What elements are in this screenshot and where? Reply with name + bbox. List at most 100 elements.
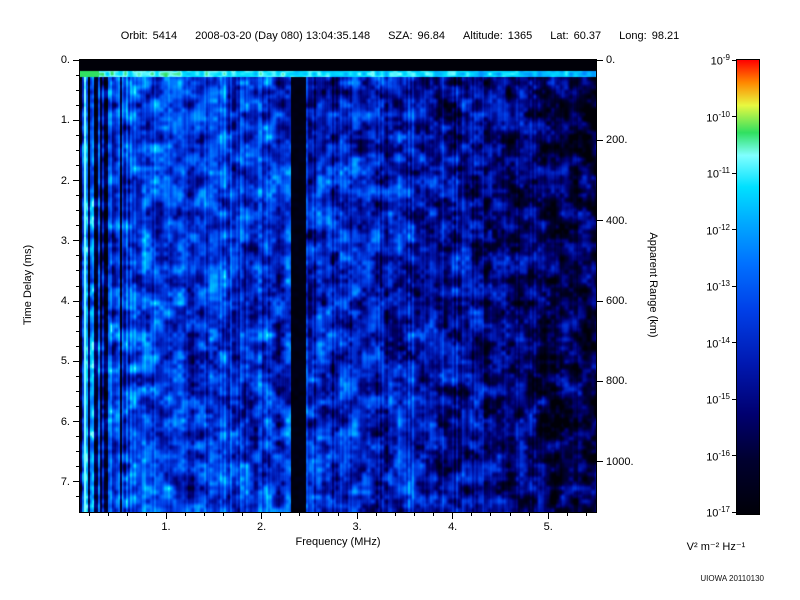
colorbar	[736, 59, 760, 515]
y-tick-minor	[76, 315, 79, 317]
y-tick-minor	[76, 285, 79, 287]
x-tick-minor	[394, 513, 396, 516]
y-tick-minor	[76, 406, 79, 408]
x-tick-minor	[375, 513, 377, 516]
y2-tick-label: 400.	[606, 214, 628, 227]
sza-label: SZA:	[388, 30, 413, 42]
y-tick-label: 2.	[60, 174, 70, 187]
colorbar-tick-label: 10-9	[710, 53, 730, 68]
colorbar-exponent: -17	[718, 505, 730, 514]
y2-tick	[597, 59, 603, 61]
orbit-label: Orbit:	[120, 30, 148, 42]
x-tick-minor	[337, 513, 339, 516]
y-tick-minor	[76, 390, 79, 392]
x-tick-minor	[490, 513, 492, 516]
x-tick-label: 4.	[448, 521, 458, 533]
x-tick-minor	[203, 513, 205, 516]
y-tick-minor	[76, 255, 79, 257]
spectrogram-frame	[79, 59, 597, 513]
x-tick-minor	[318, 513, 320, 516]
x-tick-minor	[566, 513, 568, 516]
y-tick-label: 0.	[60, 54, 70, 66]
colorbar-tick	[732, 511, 736, 513]
y-tick-minor	[76, 270, 79, 272]
x-tick-minor	[413, 513, 415, 516]
x-tick-minor	[222, 513, 224, 516]
y-tick-minor	[76, 134, 79, 136]
y2-tick	[597, 300, 603, 302]
colorbar-tick-label: 10-12	[706, 222, 730, 238]
y-tick-major	[73, 119, 79, 121]
x-tick-minor	[89, 513, 91, 516]
colorbar-exponent: -16	[718, 448, 730, 458]
colorbar-tick	[732, 398, 736, 400]
y-tick-minor	[76, 104, 79, 106]
y-tick-minor	[76, 89, 79, 91]
colorbar-tick-label: 10-14	[706, 335, 730, 351]
altitude-value: 1365	[507, 30, 533, 42]
y-tick-minor	[76, 345, 79, 347]
y-tick-major	[73, 481, 79, 483]
colorbar-tick	[732, 285, 736, 287]
y-tick-minor	[76, 330, 79, 332]
colorbar-exponent: -10	[718, 109, 730, 119]
colorbar-tick-label: 10-15	[706, 392, 730, 407]
y-tick-label: 6.	[60, 415, 70, 428]
colorbar-exponent: -11	[719, 166, 730, 175]
y2-tick-label: 1000.	[606, 455, 634, 468]
colorbar-exponent: -9	[722, 53, 730, 62]
colorbar-tick-label: 10-16	[706, 448, 730, 464]
y-tick-label: 7.	[60, 475, 70, 488]
y2-tick	[597, 220, 603, 222]
x-tick-minor	[528, 513, 530, 516]
y-tick-minor	[76, 74, 79, 76]
y-tick-label: 1.	[60, 114, 70, 127]
x-tick-minor	[509, 513, 511, 516]
x-tick-minor	[127, 513, 129, 516]
colorbar-tick	[732, 116, 736, 117]
y-tick-minor	[76, 375, 79, 377]
y2-tick-label: 800.	[606, 375, 628, 388]
x-tick-minor	[146, 513, 148, 516]
y-tick-minor	[76, 451, 79, 453]
x-axis-title: Frequency (MHz)	[295, 536, 381, 548]
colorbar-tick	[732, 229, 736, 230]
y-tick-minor	[76, 149, 79, 151]
x-tick-major	[356, 513, 358, 519]
x-tick-minor	[585, 513, 587, 516]
altitude-field: Altitude: 1365	[463, 30, 532, 42]
x-tick-label: 3.	[352, 521, 362, 533]
y-tick-major	[73, 59, 79, 61]
header-info: Orbit: 5414 2008-03-20 (Day 080) 13:04:3…	[0, 30, 800, 42]
y2-tick	[597, 461, 603, 463]
sza-value: 96.84	[417, 30, 446, 42]
x-tick-major	[165, 513, 167, 519]
y-tick-major	[73, 360, 79, 362]
y-tick-major	[73, 180, 79, 182]
y-tick-minor	[76, 195, 79, 197]
credit-text: UIOWA 20110130	[700, 574, 764, 583]
colorbar-exponent: -14	[718, 335, 730, 345]
x-tick-minor	[471, 513, 473, 516]
colorbar-tick	[732, 455, 736, 456]
datetime-field: 2008-03-20 (Day 080) 13:04:35.148	[195, 30, 370, 42]
y2-tick	[597, 139, 603, 141]
x-tick-minor	[108, 513, 110, 516]
colorbar-exponent: -13	[718, 279, 730, 288]
y-tick-minor	[76, 210, 79, 212]
y-tick-minor	[76, 436, 79, 438]
y-tick-label: 3.	[60, 234, 70, 247]
sza-field: SZA: 96.84	[388, 30, 445, 42]
y-tick-major	[73, 421, 79, 423]
datetime-value: 2008-03-20 (Day 080) 13:04:35.148	[195, 30, 371, 42]
colorbar-tick	[732, 59, 736, 61]
orbit-value: 5414	[152, 30, 178, 42]
colorbar-tick-label: 10-10	[706, 109, 730, 125]
y-tick-label: 4.	[60, 295, 70, 308]
long-label: Long:	[619, 30, 647, 42]
x-tick-major	[547, 513, 549, 519]
y2-tick-label: 200.	[606, 134, 628, 147]
y-tick-major	[73, 300, 79, 302]
long-field: Long: 98.21	[619, 30, 679, 42]
